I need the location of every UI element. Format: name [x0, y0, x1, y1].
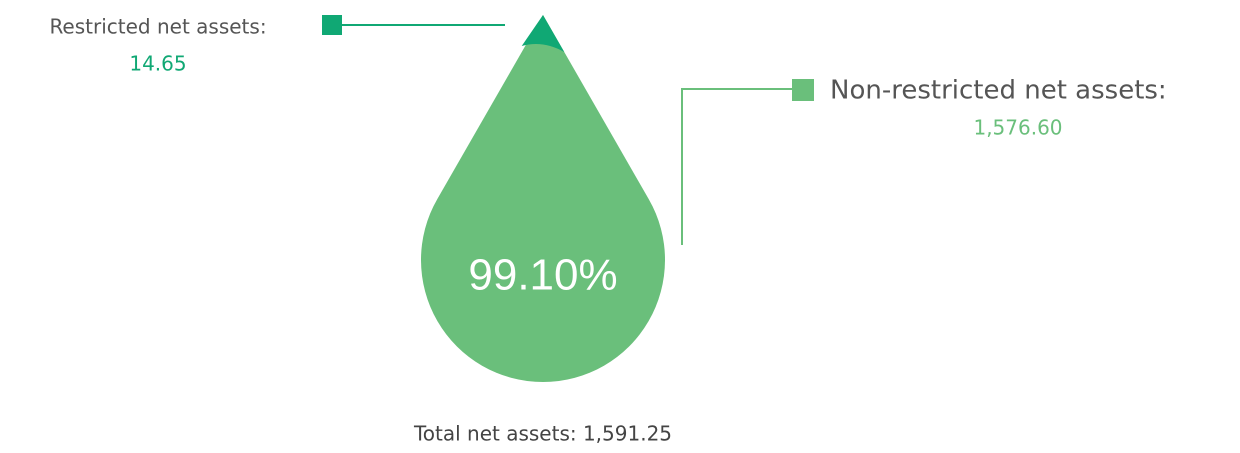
center-label: 99.10%	[468, 251, 617, 300]
value-label: 1,576.60	[973, 116, 1062, 140]
footer: Total net assets: 1,591.25	[413, 422, 672, 446]
value-label: 14.65	[129, 52, 186, 76]
category-label: Non-restricted net assets:	[830, 76, 1167, 106]
drop-segment	[521, 15, 565, 53]
legend-swatch	[322, 15, 342, 35]
drop-segment	[421, 15, 665, 382]
leader-line	[681, 88, 795, 245]
category-label: Restricted net assets:	[49, 15, 266, 39]
legend-swatch	[792, 79, 814, 101]
